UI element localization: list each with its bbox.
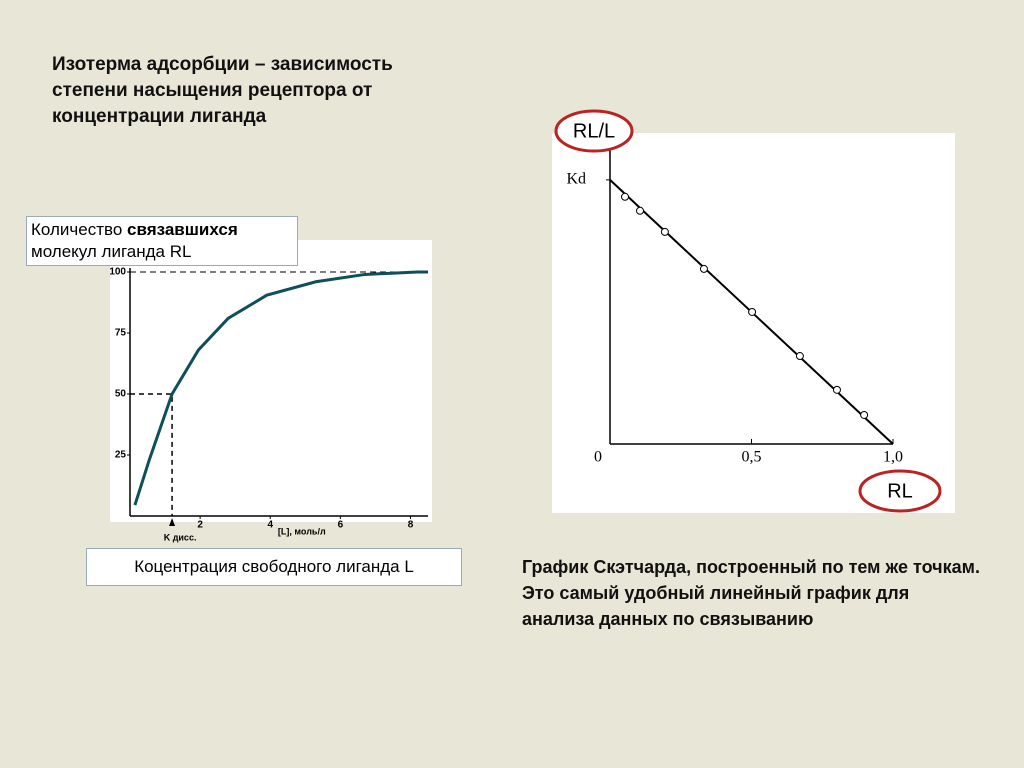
caption-part: молекул лиганда RL	[31, 242, 192, 261]
point	[699, 264, 708, 273]
y-tick-label: Kd	[566, 171, 586, 188]
label-ring	[858, 469, 942, 513]
point	[620, 192, 629, 201]
slide-title: Изотерма адсорбции – зависимость степени…	[52, 54, 393, 127]
point	[860, 410, 869, 419]
y-tick-label: 100	[109, 267, 126, 278]
x-tick-label: 6	[338, 520, 344, 531]
curve	[133, 270, 428, 506]
y-tick-label: 50	[115, 389, 127, 400]
right-panel	[552, 133, 955, 513]
marker-arrow	[169, 518, 176, 526]
x-tick-label: 0,5	[742, 449, 762, 466]
x-caption: Коцентрация свободного лиганда L	[86, 548, 462, 586]
notes: График Скэтчарда, построенный по тем же …	[522, 554, 982, 632]
note: Это самый удобный линейный график для ан…	[522, 583, 910, 629]
x-tick-label: 4	[267, 520, 273, 531]
caption-part: Количество	[31, 220, 128, 239]
label-ring	[554, 109, 634, 153]
point	[660, 227, 669, 236]
point	[795, 352, 804, 361]
left-panel	[110, 240, 432, 522]
point	[748, 307, 757, 316]
caption-part: связавшихся	[127, 220, 238, 239]
point	[832, 385, 841, 394]
x-axis-label: [L], моль/л	[278, 526, 326, 536]
y-tick-label: 25	[115, 450, 127, 461]
x-tick-label: 2	[197, 520, 203, 531]
y-axis-label: RL/L	[573, 120, 615, 142]
marker-label: K дисс.	[164, 532, 197, 542]
y-caption: Количество связавшихся молекул лиганда RL	[26, 216, 298, 266]
point	[635, 206, 644, 215]
x-tick-label: 8	[408, 520, 414, 531]
y-tick-label: 75	[115, 328, 127, 339]
note: График Скэтчарда, построенный по тем же …	[522, 557, 980, 577]
x-tick-label: 0	[594, 449, 602, 466]
x-tick-label: 1,0	[883, 449, 903, 466]
x-axis-label: RL	[887, 480, 913, 502]
